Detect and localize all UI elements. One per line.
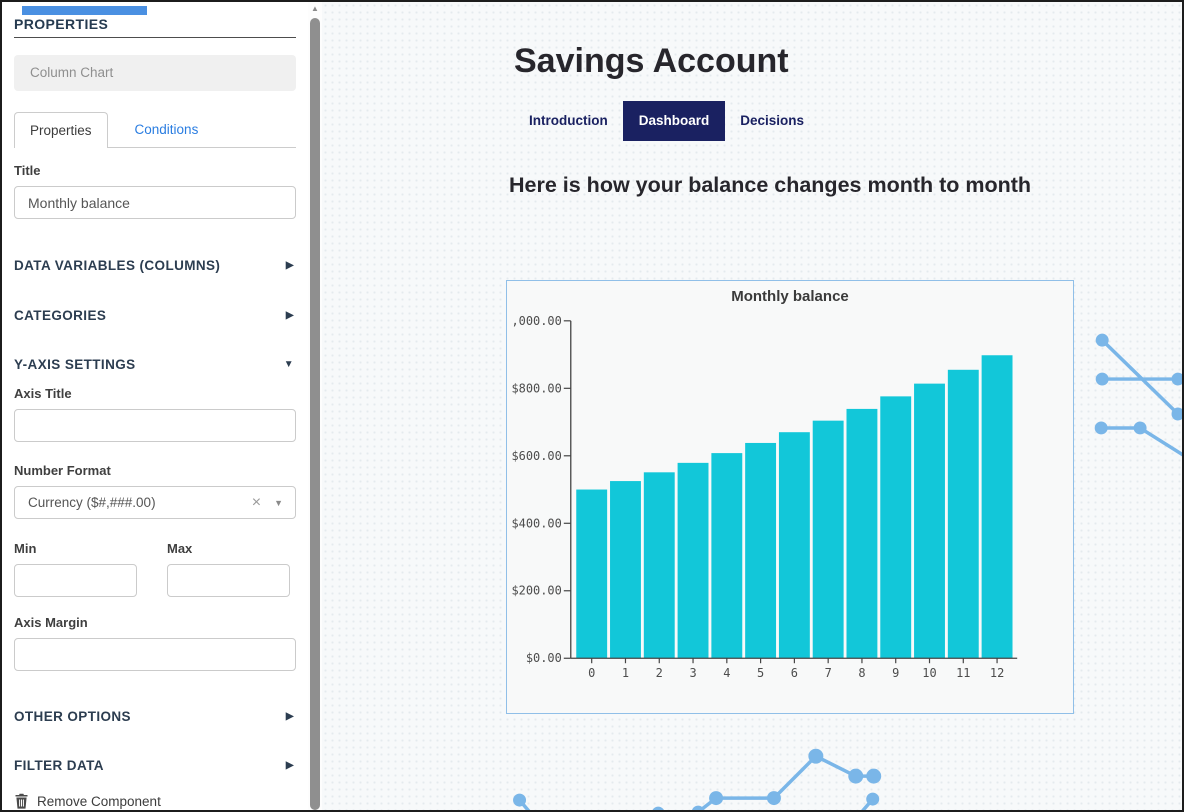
axis-margin-label: Axis Margin <box>14 615 88 630</box>
svg-text:7: 7 <box>825 666 832 680</box>
min-max-row: Min Max <box>14 541 296 597</box>
sidebar-tabbar: Properties Conditions <box>14 112 296 148</box>
section-y-axis-settings[interactable]: Y-AXIS SETTINGS ▼ <box>14 356 296 373</box>
properties-panel: PROPERTIES Column Chart Properties Condi… <box>2 2 308 810</box>
svg-text:$400.00: $400.00 <box>511 516 561 530</box>
page-tabbar: Introduction Dashboard Decisions <box>514 101 819 141</box>
remove-component-button[interactable]: Remove Component <box>14 793 296 809</box>
section-categories[interactable]: CATEGORIES ▶ <box>14 307 296 324</box>
chart-title: Monthly balance <box>731 288 849 305</box>
scrollbar-up-arrow[interactable]: ▲ <box>311 4 319 13</box>
action-label: Remove Component <box>37 793 161 809</box>
svg-text:11: 11 <box>956 666 970 680</box>
axis-title-input[interactable] <box>14 409 296 442</box>
chart-bar <box>778 432 810 659</box>
sidebar-scrollbar[interactable]: ▲ <box>308 2 322 810</box>
section-filter-data[interactable]: FILTER DATA ▶ <box>14 757 296 774</box>
tab-properties[interactable]: Properties <box>14 112 108 148</box>
svg-text:$800.00: $800.00 <box>511 381 561 395</box>
panel-title: PROPERTIES <box>14 16 109 32</box>
caret-down-icon[interactable]: ▼ <box>274 497 283 508</box>
chevron-down-icon: ▼ <box>283 359 294 370</box>
svg-text:,000.00: ,000.00 <box>511 314 561 328</box>
section-label: OTHER OPTIONS <box>14 709 131 724</box>
chart-bar <box>610 481 641 659</box>
chart-bar <box>576 489 608 659</box>
section-data-variables[interactable]: DATA VARIABLES (COLUMNS) ▶ <box>14 257 296 274</box>
section-label: CATEGORIES <box>14 308 107 323</box>
svg-text:9: 9 <box>892 666 899 680</box>
chart-bar <box>677 462 709 659</box>
svg-text:8: 8 <box>858 666 865 680</box>
chart-bar <box>812 420 844 659</box>
svg-text:$0.00: $0.00 <box>526 651 562 665</box>
svg-text:12: 12 <box>990 666 1004 680</box>
page-title: Savings Account <box>514 42 789 80</box>
chart-bar <box>914 383 945 659</box>
chevron-right-icon: ▶ <box>285 260 294 271</box>
chart-bar <box>745 442 777 659</box>
svg-text:5: 5 <box>757 666 764 680</box>
chart-bar <box>846 408 878 659</box>
svg-text:$600.00: $600.00 <box>511 449 561 463</box>
min-label: Min <box>14 541 37 556</box>
svg-text:$200.00: $200.00 <box>511 584 561 598</box>
max-input[interactable] <box>167 564 290 597</box>
clear-icon[interactable]: × <box>251 493 262 511</box>
svg-text:0: 0 <box>588 666 595 680</box>
max-label: Max <box>167 541 193 556</box>
tab-conditions[interactable]: Conditions <box>134 122 199 137</box>
section-label: DATA VARIABLES (COLUMNS) <box>14 258 221 273</box>
chart-bar <box>643 472 675 659</box>
tab-dashboard[interactable]: Dashboard <box>622 101 726 141</box>
scrollbar-thumb[interactable] <box>310 18 320 810</box>
title-input[interactable] <box>14 186 296 219</box>
column-chart-component[interactable]: Monthly balance $0.00 $200.00 $400.00 $600.… <box>506 280 1074 714</box>
tab-introduction[interactable]: Introduction <box>529 113 608 128</box>
chevron-right-icon: ▶ <box>285 310 294 321</box>
trash-icon <box>15 793 28 809</box>
chart-bar <box>947 369 979 659</box>
section-other-options[interactable]: OTHER OPTIONS ▶ <box>14 708 296 725</box>
svg-text:2: 2 <box>656 666 663 680</box>
min-input[interactable] <box>14 564 137 597</box>
chevron-right-icon: ▶ <box>285 760 294 771</box>
chart-bar <box>981 355 1013 659</box>
number-format-label: Number Format <box>14 463 111 478</box>
section-label: Y-AXIS SETTINGS <box>14 357 136 372</box>
selected-option: Currency ($#,###.00) <box>28 495 156 510</box>
axis-title-label: Axis Title <box>14 386 72 401</box>
svg-text:4: 4 <box>723 666 730 680</box>
dashboard-canvas: Savings Account Introduction Dashboard D… <box>322 2 1182 810</box>
component-type-box: Column Chart <box>14 55 296 91</box>
svg-text:3: 3 <box>689 666 696 680</box>
column-chart: $0.00 $200.00 $400.00 $600.00 $800.00 ,000.00… <box>511 314 1018 680</box>
accent-bar <box>22 6 147 15</box>
svg-text:1: 1 <box>622 666 629 680</box>
chart-bar <box>711 453 743 659</box>
tab-decisions[interactable]: Decisions <box>740 113 805 128</box>
number-format-select[interactable]: Currency ($#,###.00) × ▼ <box>14 486 296 519</box>
dashboard-heading: Here is how your balance changes month t… <box>509 173 1032 197</box>
svg-text:10: 10 <box>922 666 936 680</box>
chart-bar <box>880 396 912 659</box>
section-label: FILTER DATA <box>14 758 104 773</box>
svg-text:6: 6 <box>791 666 798 680</box>
chevron-right-icon: ▶ <box>285 711 294 722</box>
axis-margin-input[interactable] <box>14 638 296 671</box>
panel-divider <box>14 37 296 38</box>
title-field-label: Title <box>14 163 41 178</box>
